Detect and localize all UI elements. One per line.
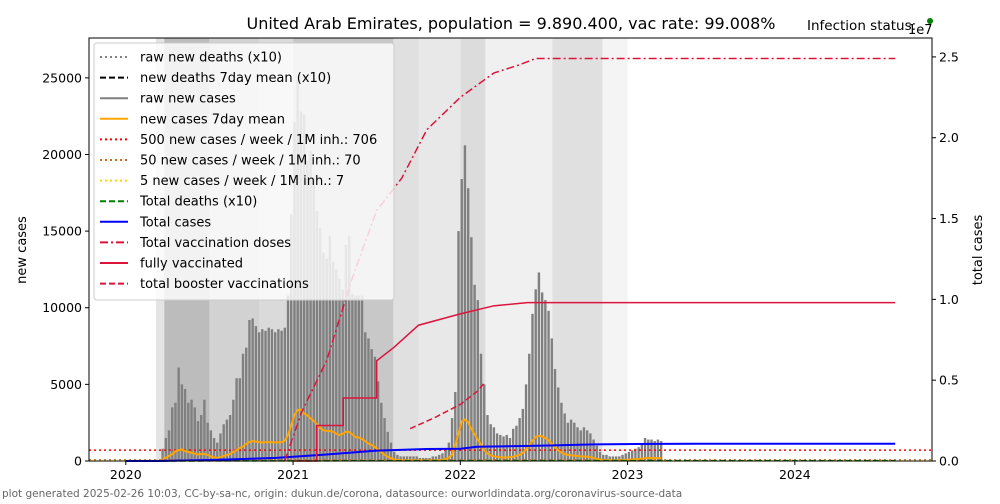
raw-new-cases-bar: [277, 329, 279, 461]
legend-label: new cases 7day mean: [140, 112, 285, 127]
y-left-tick-label: 0: [74, 454, 82, 469]
raw-new-cases-bar: [464, 145, 466, 461]
x-tick-label: 2022: [444, 467, 476, 482]
y-right-tick-label: 2.5: [939, 49, 959, 64]
legend-label: raw new cases: [140, 92, 236, 107]
raw-new-cases-bar: [547, 311, 549, 461]
raw-new-cases-bar: [358, 295, 360, 461]
legend-label: 5 new cases / week / 1M inh.: 7: [140, 174, 344, 189]
y-left-tick-label: 5000: [50, 377, 82, 392]
status-band: [393, 38, 418, 461]
y-right-tick-label: 1.0: [939, 292, 959, 307]
legend-label: 500 new cases / week / 1M inh.: 706: [140, 133, 377, 148]
x-tick-label: 2020: [110, 467, 142, 482]
raw-new-cases-bar: [342, 289, 344, 461]
x-tick-label: 2024: [779, 467, 811, 482]
raw-new-cases-bar: [248, 320, 250, 461]
raw-new-cases-bar: [467, 188, 469, 461]
raw-new-cases-bar: [361, 295, 363, 461]
y-right-tick-label: 0.0: [939, 454, 959, 469]
legend-label: Total cases: [139, 215, 211, 230]
legend-label: Total deaths (x10): [139, 195, 257, 210]
y-axis-left-label: new cases: [15, 216, 30, 284]
footer-credit: plot generated 2025-02-26 10:03, CC-by-s…: [2, 488, 682, 500]
status-band: [419, 38, 461, 461]
raw-new-cases-bar: [203, 400, 205, 461]
status-band: [552, 38, 602, 461]
infection-status-label: Infection status:: [807, 18, 916, 34]
raw-new-cases-bar: [261, 329, 263, 461]
legend: raw new deaths (x10) new deaths 7day mean…: [94, 43, 394, 300]
y-left-tick-label: 15000: [42, 224, 82, 239]
chart-title: United Arab Emirates, population = 9.890…: [246, 14, 775, 33]
raw-new-cases-bar: [461, 179, 463, 461]
right-axis-multiplier: 1e7: [908, 23, 933, 38]
legend-label: Total vaccination doses: [139, 236, 291, 251]
raw-new-cases-bar: [538, 272, 540, 461]
y-left-tick-label: 25000: [42, 70, 82, 85]
legend-label: 50 new cases / week / 1M inh.: 70: [140, 154, 361, 169]
y-right-tick-label: 1.5: [939, 211, 959, 226]
raw-new-cases-bar: [535, 289, 537, 461]
y-right-tick-label: 2.0: [939, 130, 959, 145]
y-left-tick-label: 20000: [42, 147, 82, 162]
y-right-tick-label: 0.5: [939, 373, 959, 388]
x-tick-label: 2021: [277, 467, 309, 482]
status-band: [602, 38, 627, 461]
raw-new-cases-bar: [268, 328, 270, 461]
y-axis-right-label: total cases: [971, 215, 986, 286]
y-left-tick-label: 10000: [42, 300, 82, 315]
legend-label: new deaths 7day mean (x10): [140, 71, 331, 86]
x-tick-label: 2023: [612, 467, 644, 482]
legend-label: raw new deaths (x10): [140, 51, 282, 66]
legend-label: fully vaccinated: [140, 257, 243, 272]
legend-label: total booster vaccinations: [140, 277, 309, 292]
raw-new-cases-bar: [251, 318, 253, 461]
raw-new-cases-bar: [177, 368, 179, 461]
